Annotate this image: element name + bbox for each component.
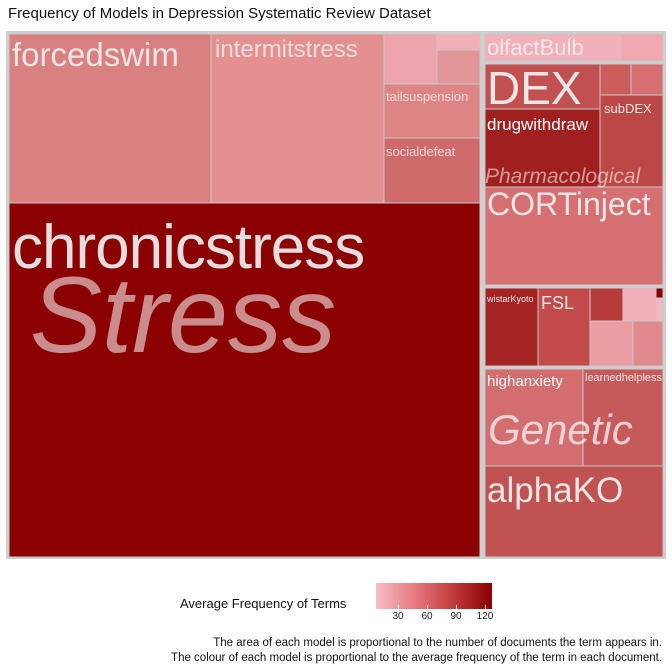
treemap-cell <box>436 33 481 51</box>
cell-label-alphako: alphaKO <box>487 471 623 510</box>
legend-tick-label: 90 <box>450 611 462 622</box>
treemap-cell <box>589 287 624 322</box>
cell-label-tailsuspension: tailsuspension <box>386 89 468 104</box>
treemap-chart: forcedswim intermitstress tailsuspension so… <box>6 31 666 559</box>
treemap-cell <box>655 287 664 299</box>
cell-label-subdex: subDEX <box>604 101 652 116</box>
legend-tick-mark <box>456 605 457 609</box>
legend-tick-mark <box>427 605 428 609</box>
cell-label-chronicstress: chronicstress <box>12 213 364 282</box>
caption-line-2: The colour of each model is proportional… <box>171 652 662 664</box>
legend-tick-label: 60 <box>421 611 433 622</box>
cell-label-highanxiety: highanxiety <box>487 373 563 390</box>
cell-label-socialdefeat: socialdefeat <box>386 144 456 159</box>
legend-tick-mark <box>485 605 486 609</box>
treemap-cell <box>582 368 664 467</box>
treemap-cell <box>537 287 591 367</box>
treemap-cell <box>620 33 664 62</box>
cell-label-dex: DEX <box>487 62 582 114</box>
treemap-cell <box>655 297 664 322</box>
cell-label-fsl: FSL <box>541 293 574 313</box>
legend-title: Average Frequency of Terms <box>180 596 347 611</box>
group-label-pharmacological: Pharmacological <box>485 165 642 188</box>
treemap-cell <box>436 49 481 85</box>
caption-line-1: The area of each model is proportional t… <box>213 637 662 649</box>
group-label-genetic: Genetic <box>488 406 633 453</box>
treemap-cell <box>8 33 212 204</box>
cell-label-olfactbulb: olfactBulb <box>487 35 584 60</box>
treemap-cell <box>622 287 657 322</box>
cell-label-drugwithdraw: drugwithdraw <box>487 115 589 134</box>
treemap-cell <box>484 465 664 558</box>
cell-label-forcedswim: forcedswim <box>12 36 179 73</box>
treemap-cell <box>484 33 622 62</box>
cell-label-wistarkyoto: wistarKyoto <box>486 294 534 304</box>
legend-tick-label: 30 <box>392 611 404 622</box>
treemap-cell <box>589 320 634 367</box>
group-label-stress: Stress <box>30 254 336 375</box>
treemap-cell <box>383 33 438 85</box>
treemap-cell <box>484 186 664 286</box>
cell-label-intermitstress: intermitstress <box>215 36 358 63</box>
legend-ticks: 30 60 90 120 <box>376 611 494 625</box>
treemap-cell <box>484 63 601 110</box>
treemap-cell <box>632 320 664 367</box>
treemap-cell <box>484 287 539 367</box>
legend-tick-mark <box>398 605 399 609</box>
treemap-cell <box>599 94 664 188</box>
treemap-cell <box>630 63 664 96</box>
cell-label-learnedhelpless: learnedhelpless <box>585 372 663 384</box>
treemap-cell <box>484 108 601 188</box>
legend-tick-label: 120 <box>476 611 494 622</box>
legend-color-bar <box>376 583 492 609</box>
chart-title: Frequency of Models in Depression System… <box>8 5 431 22</box>
treemap-cell <box>8 202 481 558</box>
treemap-cell <box>599 63 632 96</box>
cell-label-cortinject: CORTinject <box>487 186 651 222</box>
